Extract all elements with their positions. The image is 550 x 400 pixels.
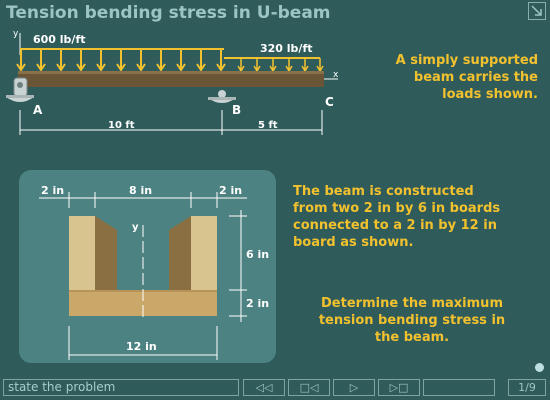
beam: [18, 71, 324, 87]
xs-y-label: y: [132, 222, 139, 233]
problem-text-1-line: A simply supported: [395, 53, 538, 68]
dim-right-label: 2 in: [219, 184, 242, 197]
prev-button[interactable]: □◁: [288, 379, 330, 396]
span-bc-label: 5 ft: [258, 120, 278, 131]
pin-support-a: [6, 77, 34, 102]
problem-text-1-line: beam carries the: [413, 70, 538, 85]
corner-arrow-icon: [531, 5, 542, 16]
cross-section-diagram: 2 in 8 in 2 in y 6 in 2 in: [39, 184, 269, 360]
dim-flange-height-label: 2 in: [246, 297, 269, 310]
roller-support-b: [208, 90, 236, 103]
support-a-label: A: [33, 103, 43, 117]
status-field: state the problem: [3, 379, 239, 396]
beam-y-label: y: [13, 29, 19, 39]
corner-button[interactable]: [528, 2, 546, 20]
problem-text-2-line: The beam is constructed: [293, 184, 474, 199]
status-dot: [535, 363, 544, 372]
beam-diagram: y 600 lb/ft 320 lb/ft: [6, 29, 339, 135]
load-right-label: 320 lb/ft: [260, 42, 313, 55]
page-indicator: 1/9: [508, 379, 546, 396]
problem-text-2-line: board as shown.: [293, 235, 414, 250]
last-button[interactable]: ▷□: [378, 379, 420, 396]
problem-text-3-line: the beam.: [374, 330, 450, 345]
beam-dimensions: [19, 110, 323, 135]
dim-width-label: 12 in: [126, 340, 157, 353]
distributed-load-left: [16, 48, 226, 72]
end-c-label: C: [325, 95, 334, 109]
bottom-bar: state the problem ◁◁ □◁ ▷ ▷□ 1/9: [0, 376, 550, 400]
beam-x-label: x: [333, 70, 339, 80]
distributed-load-right: [224, 57, 324, 73]
dim-mid-label: 8 in: [129, 184, 152, 197]
support-b-label: B: [232, 103, 241, 117]
problem-text-3-line: Determine the maximum: [321, 296, 503, 311]
problem-text-2: The beam is constructed from two 2 in by…: [293, 183, 543, 251]
dim-web-height-label: 6 in: [246, 248, 269, 261]
problem-text-2-line: connected to a 2 in by 12 in: [293, 218, 497, 233]
page-title: Tension bending stress in U-beam: [6, 3, 331, 23]
problem-text-3: Determine the maximum tension bending st…: [292, 295, 532, 346]
problem-text-1: A simply supported beam carries the load…: [350, 52, 538, 103]
first-button[interactable]: ◁◁: [243, 379, 285, 396]
blank-field: [423, 379, 495, 396]
span-ab-label: 10 ft: [108, 120, 135, 131]
dim-left-label: 2 in: [41, 184, 64, 197]
problem-text-1-line: loads shown.: [442, 87, 538, 102]
problem-text-3-line: tension bending stress in: [318, 313, 506, 328]
problem-text-2-line: from two 2 in by 6 in boards: [293, 201, 501, 216]
next-button[interactable]: ▷: [333, 379, 375, 396]
cross-section-panel: [19, 170, 276, 363]
load-left-label: 600 lb/ft: [33, 33, 86, 46]
